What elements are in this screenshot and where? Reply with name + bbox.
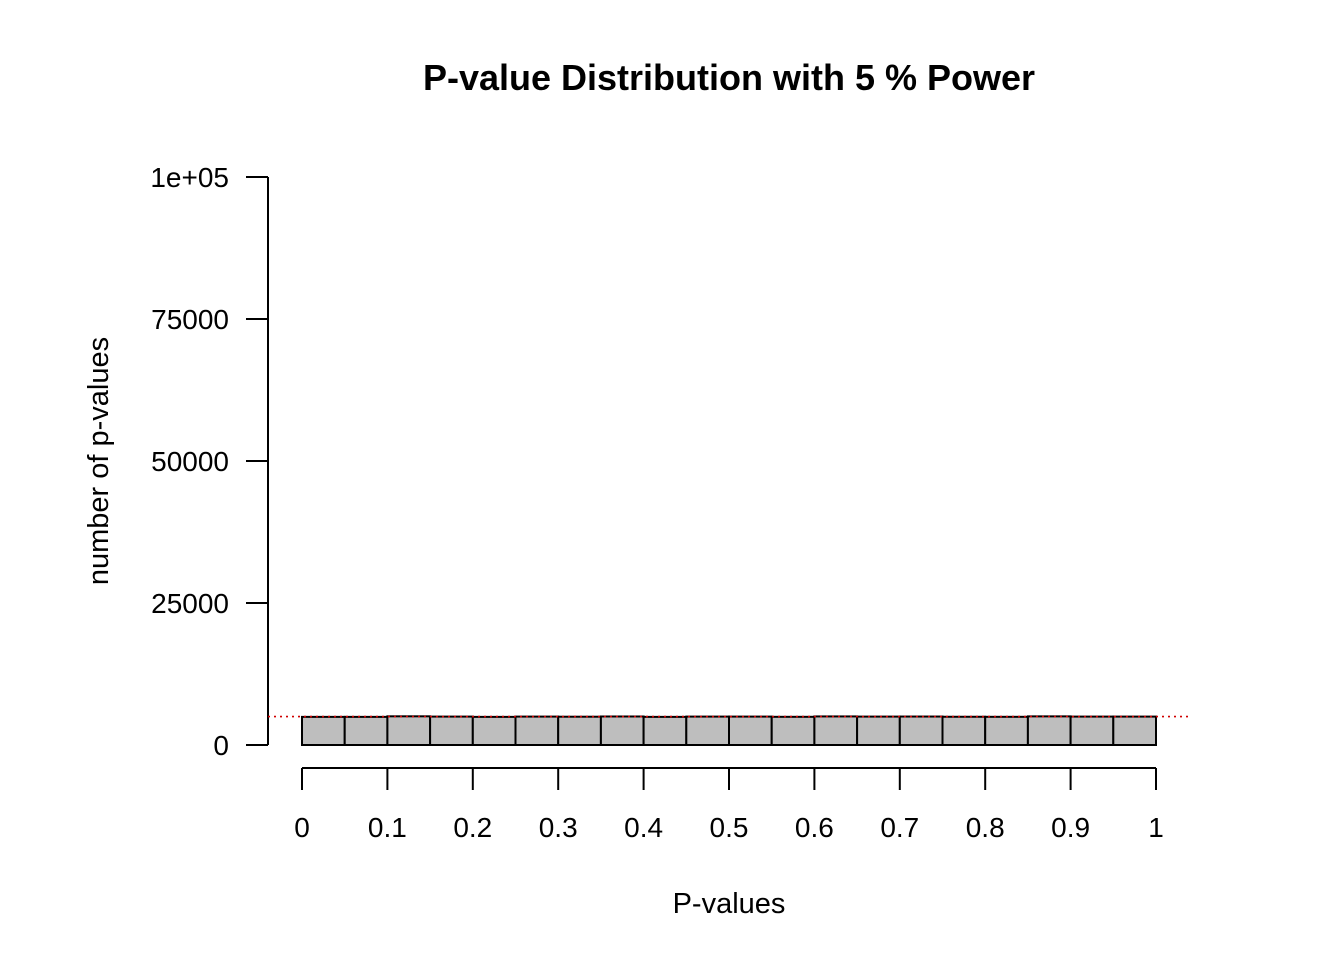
histogram-bar bbox=[984, 715, 1029, 747]
histogram-bar bbox=[770, 715, 816, 747]
x-tick-label: 0.9 bbox=[1051, 812, 1090, 843]
histogram-bar bbox=[813, 715, 859, 747]
histogram-bar bbox=[1026, 715, 1072, 747]
histogram-bar bbox=[343, 715, 389, 746]
histogram-bar bbox=[557, 715, 602, 747]
x-tick-label: 0.8 bbox=[966, 812, 1005, 843]
histogram-bar bbox=[642, 715, 688, 746]
x-tick-label: 0.5 bbox=[710, 812, 749, 843]
histogram-bar bbox=[429, 715, 474, 746]
histogram-bar bbox=[514, 715, 560, 746]
y-tick-label: 0 bbox=[213, 730, 229, 761]
chart-title: P-value Distribution with 5 % Power bbox=[423, 57, 1035, 98]
x-tick-label: 0.4 bbox=[624, 812, 663, 843]
y-tick-label: 25000 bbox=[151, 588, 229, 619]
histogram-bar bbox=[685, 715, 730, 746]
x-tick-label: 0.1 bbox=[368, 812, 407, 843]
x-tick-label: 0 bbox=[294, 812, 310, 843]
histogram-bar bbox=[471, 715, 517, 746]
x-axis-label: P-values bbox=[673, 888, 786, 920]
x-axis: 0 0.1 0.2 0.3 0.4 0.5 0.6 0.7 0.8 0.9 1 bbox=[294, 767, 1164, 843]
y-tick-label: 50000 bbox=[151, 446, 229, 477]
x-tick-label: 0.6 bbox=[795, 812, 834, 843]
y-tick-label: 75000 bbox=[151, 304, 229, 335]
histogram-bar bbox=[728, 715, 773, 746]
y-axis: 0 25000 50000 75000 1e+05 bbox=[150, 162, 269, 761]
y-tick-label: 1e+05 bbox=[150, 162, 229, 193]
bars-group bbox=[301, 715, 1158, 747]
histogram-bar bbox=[1112, 715, 1158, 746]
histogram-bar bbox=[898, 715, 944, 747]
x-tick-label: 0.2 bbox=[453, 812, 492, 843]
histogram-bar bbox=[301, 715, 346, 746]
x-tick-label: 0.7 bbox=[880, 812, 919, 843]
histogram-bar bbox=[1069, 715, 1115, 746]
histogram-bar bbox=[599, 715, 645, 746]
x-tick-label: 0.3 bbox=[539, 812, 578, 843]
y-axis-label: number of p-values bbox=[83, 337, 115, 585]
x-tick-label: 1 bbox=[1148, 812, 1164, 843]
histogram-bar bbox=[941, 715, 987, 746]
histogram-bar bbox=[386, 715, 432, 746]
histogram-bar bbox=[856, 715, 901, 746]
